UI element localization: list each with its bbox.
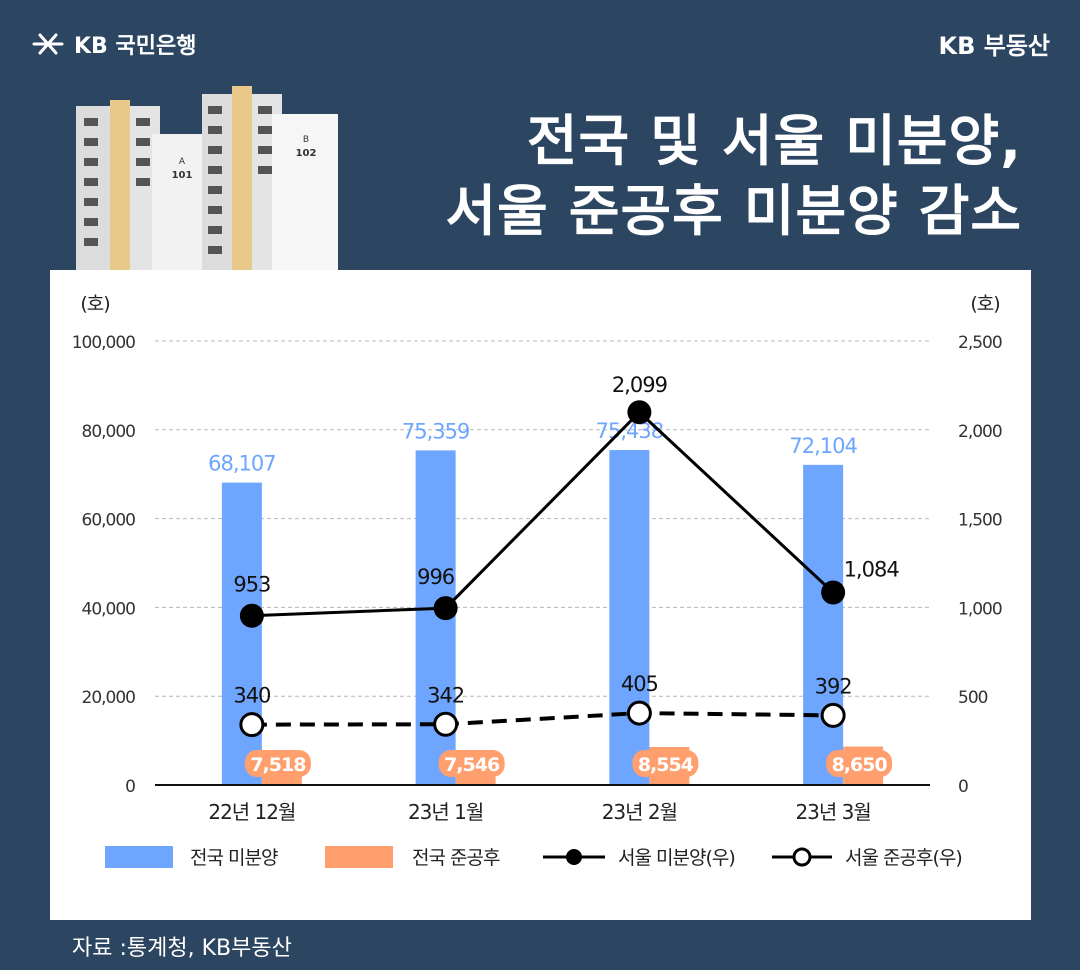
point-label-seoul-unsold: 1,084 <box>844 557 900 581</box>
x-tick-label: 23년 3월 <box>795 800 870 824</box>
point-label-seoul-unsold: 2,099 <box>612 373 667 397</box>
x-tick-label: 23년 1월 <box>408 800 483 824</box>
y-tick-left: 60,000 <box>82 511 136 531</box>
y-tick-left: 100,000 <box>72 333 135 353</box>
point-label-seoul-after: 340 <box>233 684 270 708</box>
building-a-number: 101 <box>172 170 193 181</box>
bar-label-bg-national-after <box>244 750 311 777</box>
y-tick-right: 1,500 <box>958 511 1002 531</box>
legend-label-national-unsold: 전국 미분양 <box>190 847 278 869</box>
line-seoul-after <box>251 711 834 727</box>
y-tick-left: 20,000 <box>82 688 136 708</box>
point-seoul-unsold <box>239 603 264 628</box>
bar-label-bg-national-after <box>826 750 893 777</box>
point-label-seoul-unsold: 953 <box>233 573 270 597</box>
legend-label-seoul-unsold: 서울 미분양(우) <box>618 847 735 869</box>
building-b-number: 102 <box>296 148 317 159</box>
legend-swatch-national-after <box>325 846 393 868</box>
point-label-seoul-unsold: 996 <box>417 565 455 589</box>
kb-star-icon <box>32 33 64 55</box>
page-title: 전국 및 서울 미분양, 서울 준공후 미분양 감소 <box>446 106 1022 246</box>
legend-label-national-after: 전국 준공후 <box>412 847 500 869</box>
y-tick-right: 2,000 <box>958 422 1002 442</box>
legend-marker-seoul-after <box>792 847 812 867</box>
y-tick-right: 500 <box>958 688 988 708</box>
apartment-buildings-illustration: A 101 B 102 <box>76 86 338 272</box>
kb-realestate-logo: KB 부동산 <box>938 32 1051 60</box>
point-seoul-unsold <box>821 580 846 605</box>
title-line-1: 전국 및 서울 미분양, <box>526 109 1022 173</box>
bar-national-unsold <box>609 450 650 785</box>
x-tick-label: 22년 12월 <box>208 800 295 824</box>
y-tick-right: 1,000 <box>958 599 1002 619</box>
bar-label-national-after: 8,554 <box>638 754 694 776</box>
title-line-2: 서울 준공후 미분양 감소 <box>445 179 1022 243</box>
y-tick-left: 40,000 <box>82 599 136 619</box>
legend-marker-seoul-unsold <box>566 849 582 865</box>
bar-label-national-unsold: 72,104 <box>789 434 857 458</box>
bar-label-bg-national-after <box>438 750 505 777</box>
building-a-label: A <box>179 157 186 167</box>
point-seoul-after <box>626 700 652 726</box>
x-tick-label: 23년 2월 <box>602 800 677 824</box>
building-b-label: B <box>303 135 309 145</box>
bar-label-national-unsold: 68,107 <box>208 452 275 476</box>
chart-panel: (호) (호) 0 0 20,000 500 40,000 1,000 60,000 1,500 8… <box>50 270 1031 920</box>
bar-label-bg-national-after <box>632 750 699 777</box>
kb-bank-logo: KB 국민은행 <box>30 28 196 60</box>
bar-label-national-after: 8,650 <box>832 754 888 776</box>
bar-national-unsold <box>803 464 844 785</box>
point-label-seoul-after: 392 <box>815 674 852 698</box>
line-seoul-unsold <box>251 410 835 618</box>
bar-label-national-after: 7,546 <box>444 754 500 776</box>
point-seoul-unsold <box>627 400 652 425</box>
combo-chart: (호) (호) 0 0 20,000 500 40,000 1,000 60,000 1,500 8… <box>72 293 1003 869</box>
y-tick-left: 80,000 <box>82 422 136 442</box>
y-axis-right-unit: (호) <box>970 293 999 315</box>
point-seoul-unsold <box>433 596 458 621</box>
y-tick-right: 2,500 <box>958 333 1002 353</box>
y-tick-left: 0 <box>125 777 135 797</box>
point-label-seoul-after: 405 <box>621 672 658 696</box>
y-tick-right: 0 <box>958 777 968 797</box>
point-seoul-after <box>433 711 459 737</box>
point-seoul-after <box>239 712 265 738</box>
bar-label-national-after: 7,518 <box>250 754 306 776</box>
bar-national-unsold <box>221 482 262 785</box>
point-label-seoul-after: 342 <box>427 683 464 707</box>
legend-swatch-national-unsold <box>105 846 173 868</box>
source-note: 자료 :통계청, KB부동산 <box>72 936 292 961</box>
point-seoul-after <box>820 702 846 728</box>
y-axis-left-unit: (호) <box>80 293 109 315</box>
brand-left-text: KB 국민은행 <box>74 34 197 59</box>
legend-label-seoul-after: 서울 준공후(우) <box>845 847 962 869</box>
bar-label-national-unsold: 75,359 <box>402 419 469 443</box>
